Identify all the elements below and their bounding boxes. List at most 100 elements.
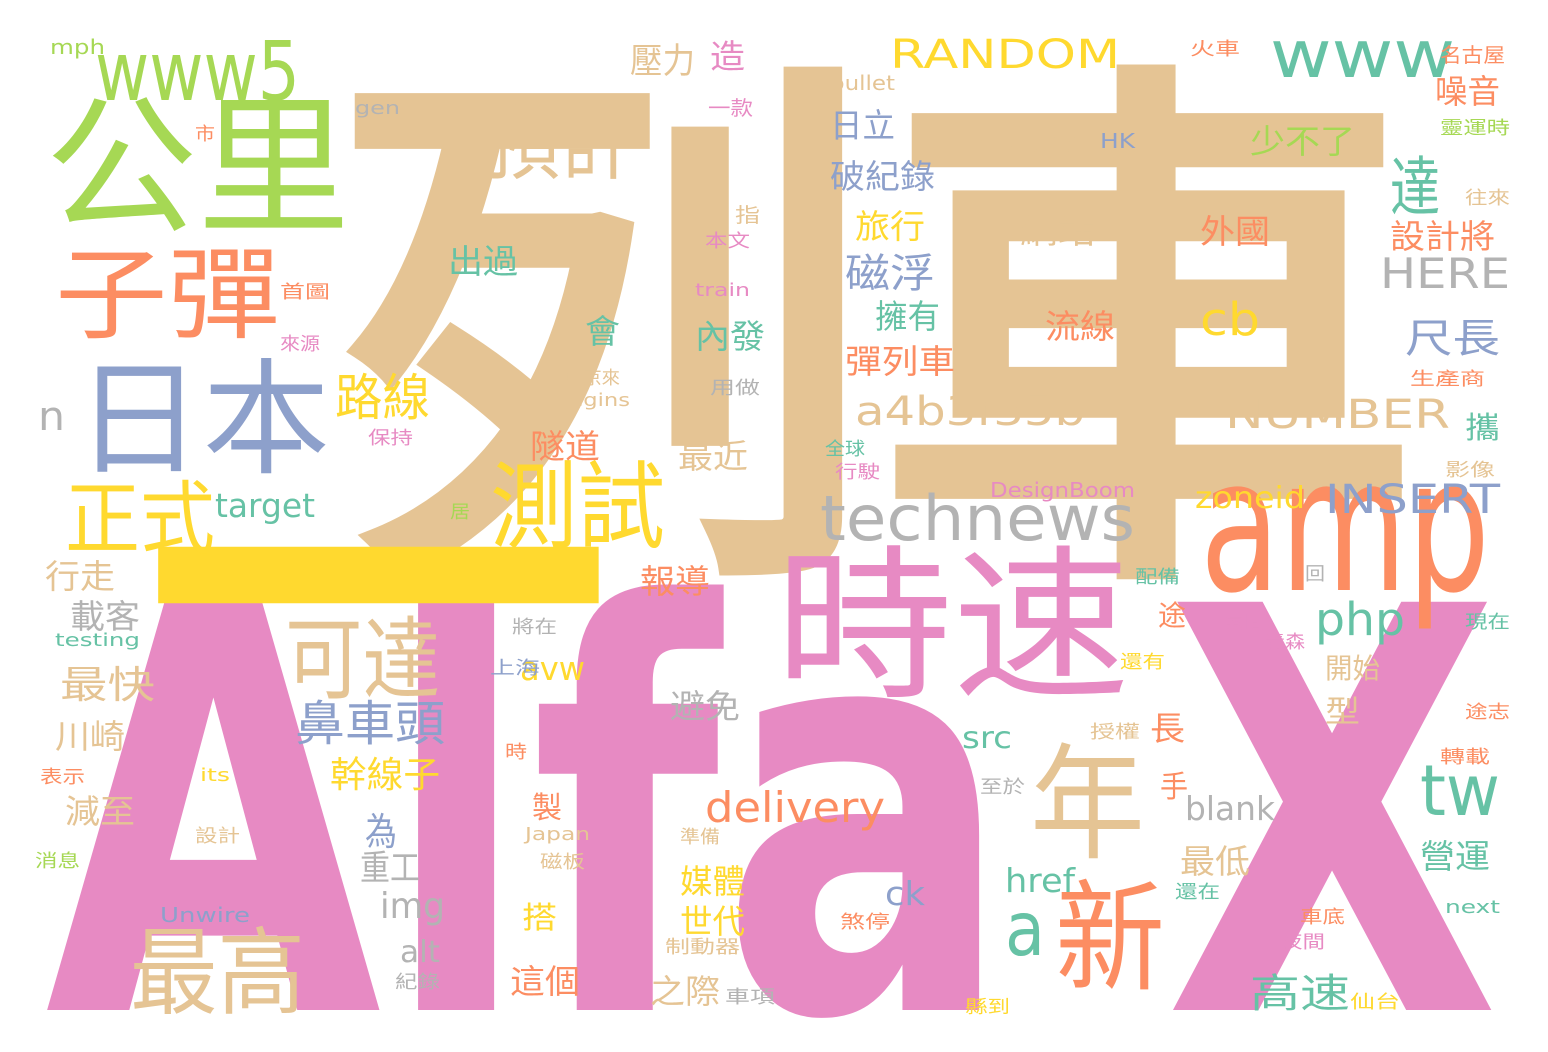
word: 幹線子 bbox=[330, 755, 440, 796]
word: 測試 bbox=[490, 453, 665, 563]
word: 達 bbox=[1390, 151, 1440, 226]
word: border bbox=[975, 122, 1085, 161]
word: www bbox=[1270, 18, 1455, 93]
word: 制動器 bbox=[665, 937, 740, 958]
word: 磁浮 bbox=[845, 251, 935, 297]
word: 指 bbox=[735, 203, 760, 227]
word: 青森 bbox=[1265, 632, 1305, 653]
word: NUMBER bbox=[1225, 392, 1450, 438]
word: 氣間 bbox=[1225, 612, 1265, 633]
word: 營運 bbox=[1420, 837, 1490, 876]
word: 開始 bbox=[1325, 652, 1380, 685]
word: 名古屋 bbox=[1440, 43, 1505, 67]
word: 時 bbox=[505, 742, 527, 763]
word: www5 bbox=[95, 25, 300, 120]
word: next bbox=[1445, 897, 1500, 918]
word: zoneid bbox=[1195, 481, 1305, 516]
word: 東京來 bbox=[565, 368, 620, 389]
word: 會 bbox=[585, 312, 620, 351]
word: 旅行 bbox=[855, 207, 925, 246]
word: HERE bbox=[1380, 249, 1510, 298]
word: 壓力 bbox=[630, 42, 695, 82]
word: 搭 bbox=[522, 901, 557, 936]
word: a bbox=[1005, 885, 1045, 973]
word: 避免 bbox=[670, 687, 740, 726]
word: 預計 bbox=[485, 94, 635, 193]
word: 造 bbox=[710, 37, 745, 76]
word: Japan bbox=[524, 824, 590, 845]
word: 來源 bbox=[280, 334, 320, 355]
word: a4b3f35b bbox=[855, 389, 1085, 435]
word: 流線 bbox=[1045, 307, 1115, 346]
word: 日立 bbox=[830, 106, 895, 145]
word: 火車 bbox=[1190, 39, 1240, 60]
word: 轉載 bbox=[1440, 747, 1490, 768]
word: 將在 bbox=[512, 617, 557, 638]
word: 為 bbox=[365, 810, 397, 854]
word: 表示 bbox=[40, 767, 85, 788]
word: ck bbox=[885, 874, 926, 913]
word: 行駛 bbox=[835, 462, 880, 483]
word: 手 bbox=[1160, 770, 1188, 805]
word: Alfa X bbox=[45, 491, 1500, 1052]
word: 生產商 bbox=[1410, 369, 1485, 390]
word: begins bbox=[555, 390, 630, 411]
word: 準備 bbox=[680, 827, 720, 848]
word: 時速 bbox=[775, 531, 1130, 723]
word: href bbox=[1005, 861, 1076, 900]
word: 一 bbox=[145, 306, 610, 888]
word: img bbox=[380, 886, 445, 927]
word: 之際 bbox=[650, 972, 720, 1011]
word: 仙台 bbox=[1350, 992, 1400, 1013]
word: 少不了 bbox=[1250, 122, 1355, 161]
word: 破紀錄 bbox=[830, 157, 935, 196]
word: n bbox=[38, 394, 65, 440]
word: 行走 bbox=[45, 557, 115, 596]
word: 網站 bbox=[1020, 212, 1095, 251]
word: target bbox=[215, 486, 315, 525]
word: technews bbox=[820, 482, 1135, 555]
word: 攜 bbox=[1465, 411, 1500, 446]
word: cb bbox=[1200, 293, 1260, 346]
word: 至於 bbox=[980, 777, 1025, 798]
word: gen bbox=[355, 98, 400, 119]
word: 彈列車 bbox=[845, 342, 955, 381]
word: 靈運時 bbox=[1440, 118, 1510, 139]
word: 長 bbox=[1150, 709, 1185, 748]
word: bullet bbox=[830, 71, 895, 95]
word: 保持 bbox=[368, 428, 413, 449]
word: 一款 bbox=[708, 96, 753, 120]
word: 市 bbox=[195, 124, 215, 145]
word: delivery bbox=[705, 783, 885, 832]
word: 載客 bbox=[70, 597, 140, 636]
word: 縣到 bbox=[965, 997, 1010, 1018]
word: Unwire bbox=[160, 903, 250, 927]
word: 途 bbox=[1158, 599, 1186, 632]
word: mph bbox=[50, 35, 105, 59]
word: DesignBoom bbox=[990, 478, 1135, 502]
word: 本文 bbox=[705, 231, 750, 252]
word: 設計 bbox=[195, 826, 240, 847]
word: 全球 bbox=[825, 439, 865, 460]
word: 用做 bbox=[710, 378, 760, 399]
word: 夜間 bbox=[1280, 932, 1325, 953]
word: 尺長 bbox=[1405, 316, 1500, 362]
word: 型 bbox=[1325, 695, 1360, 730]
word: 往來 bbox=[1465, 188, 1510, 209]
word: RANDOM bbox=[890, 32, 1120, 78]
word: 磁板 bbox=[540, 852, 585, 873]
word: 內發 bbox=[695, 317, 765, 356]
word: 公里 bbox=[45, 82, 350, 256]
word: its bbox=[200, 765, 230, 786]
word: amp bbox=[1200, 418, 1490, 634]
word: 外國 bbox=[1200, 212, 1270, 251]
word: 配備 bbox=[1135, 567, 1180, 588]
word: 減至 bbox=[65, 792, 135, 831]
word: blank bbox=[1185, 789, 1276, 828]
word: 車項 bbox=[725, 987, 775, 1008]
word: tw bbox=[1420, 750, 1500, 832]
word: 這個 bbox=[510, 962, 580, 1001]
word: 設計將 bbox=[1390, 217, 1495, 256]
